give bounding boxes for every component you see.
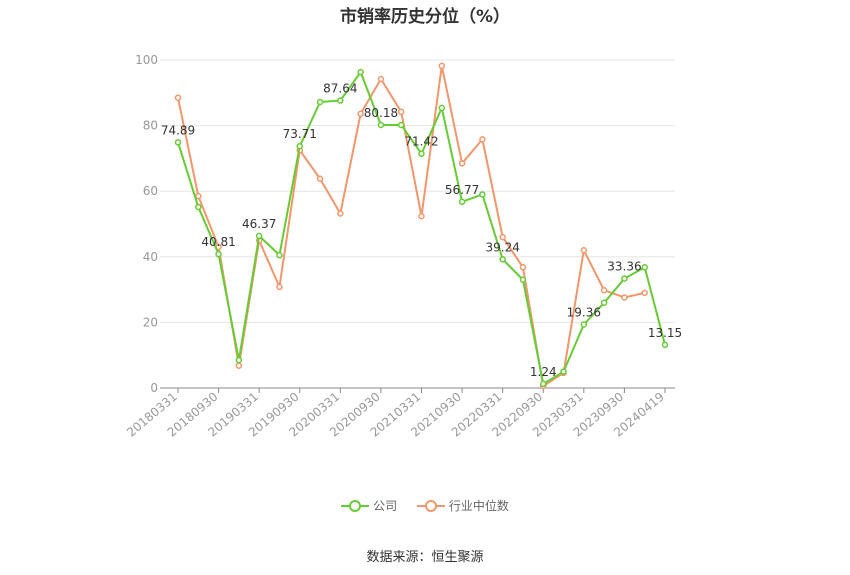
data-point-company[interactable] <box>174 139 182 146</box>
data-point-company[interactable] <box>519 276 527 284</box>
series-lines <box>174 62 669 390</box>
data-point-company[interactable] <box>337 97 344 104</box>
legend-item-industry[interactable]: 行业中位数 <box>416 497 509 514</box>
data-label: 87.64 <box>323 82 357 96</box>
data-label: 33.36 <box>607 260 641 274</box>
data-label: 46.37 <box>242 217 276 231</box>
data-point-industry[interactable] <box>174 94 182 101</box>
y-tick-label: 80 <box>143 119 158 133</box>
data-point-industry[interactable] <box>479 136 486 143</box>
data-point-industry[interactable] <box>600 287 608 294</box>
data-point-company[interactable] <box>580 321 588 328</box>
data-point-company[interactable] <box>621 275 628 282</box>
y-tick-label: 60 <box>143 184 158 198</box>
data-point-industry[interactable] <box>519 264 527 271</box>
data-label: 1.24 <box>530 365 557 379</box>
y-tick-label: 100 <box>135 53 158 67</box>
data-point-company[interactable] <box>276 251 283 259</box>
data-point-company[interactable] <box>377 121 385 129</box>
data-point-industry[interactable] <box>357 110 364 118</box>
data-point-industry[interactable] <box>397 108 405 116</box>
data-point-company[interactable] <box>641 264 648 271</box>
data-point-industry[interactable] <box>235 362 243 369</box>
legend-label-company: 公司 <box>373 499 398 513</box>
data-source: 数据来源：恒生聚源 <box>366 550 484 565</box>
data-point-industry[interactable] <box>337 210 344 217</box>
data-label: 39.24 <box>485 240 519 254</box>
data-point-company[interactable] <box>316 98 324 106</box>
data-point-company[interactable] <box>418 150 425 157</box>
data-point-company[interactable] <box>540 380 547 388</box>
data-point-company[interactable] <box>255 232 263 240</box>
legend: 公司 行业中位数 <box>0 497 850 516</box>
data-point-industry[interactable] <box>499 233 506 241</box>
data-point-industry[interactable] <box>438 62 446 70</box>
data-label: 80.18 <box>364 106 398 120</box>
data-point-industry[interactable] <box>276 283 283 291</box>
y-tick-label: 40 <box>143 250 158 264</box>
data-label: 74.89 <box>161 123 195 137</box>
legend-label-industry: 行业中位数 <box>448 499 509 513</box>
data-point-company[interactable] <box>458 198 466 206</box>
chart-title: 市销率历史分位（%） <box>339 7 511 27</box>
y-tick-label: 20 <box>143 315 158 329</box>
data-point-company[interactable] <box>195 203 202 211</box>
data-point-company[interactable] <box>438 104 446 112</box>
data-point-industry[interactable] <box>621 294 628 301</box>
data-point-company[interactable] <box>479 191 486 198</box>
data-point-industry[interactable] <box>316 175 324 182</box>
data-point-company[interactable] <box>397 121 405 129</box>
data-point-industry[interactable] <box>377 75 385 83</box>
data-labels: 74.89 40.81 46.37 73.71 87.64 80.18 71.42 56.77… <box>161 82 682 379</box>
data-point-industry[interactable] <box>458 160 466 167</box>
data-point-company[interactable] <box>661 341 669 349</box>
data-point-company[interactable] <box>215 250 222 258</box>
data-point-company[interactable] <box>296 142 303 150</box>
data-point-company[interactable] <box>600 299 608 306</box>
data-point-industry[interactable] <box>580 246 588 254</box>
data-point-company[interactable] <box>357 68 364 76</box>
legend-marker-industry-icon <box>416 499 445 512</box>
data-point-company[interactable] <box>499 256 506 263</box>
data-point-company[interactable] <box>235 356 243 364</box>
data-label: 19.36 <box>567 305 601 319</box>
data-point-company[interactable] <box>560 368 567 375</box>
legend-marker-company-icon <box>341 499 370 512</box>
y-tick-label: 0 <box>150 381 158 395</box>
data-label: 56.77 <box>445 183 479 197</box>
data-label: 71.42 <box>404 135 438 149</box>
data-label: 40.81 <box>201 235 235 249</box>
data-label: 73.71 <box>283 127 317 141</box>
data-label: 13.15 <box>648 326 682 340</box>
data-point-industry[interactable] <box>418 212 425 220</box>
data-point-industry[interactable] <box>641 289 648 297</box>
legend-item-company[interactable]: 公司 <box>341 497 397 514</box>
data-point-industry[interactable] <box>195 192 202 200</box>
